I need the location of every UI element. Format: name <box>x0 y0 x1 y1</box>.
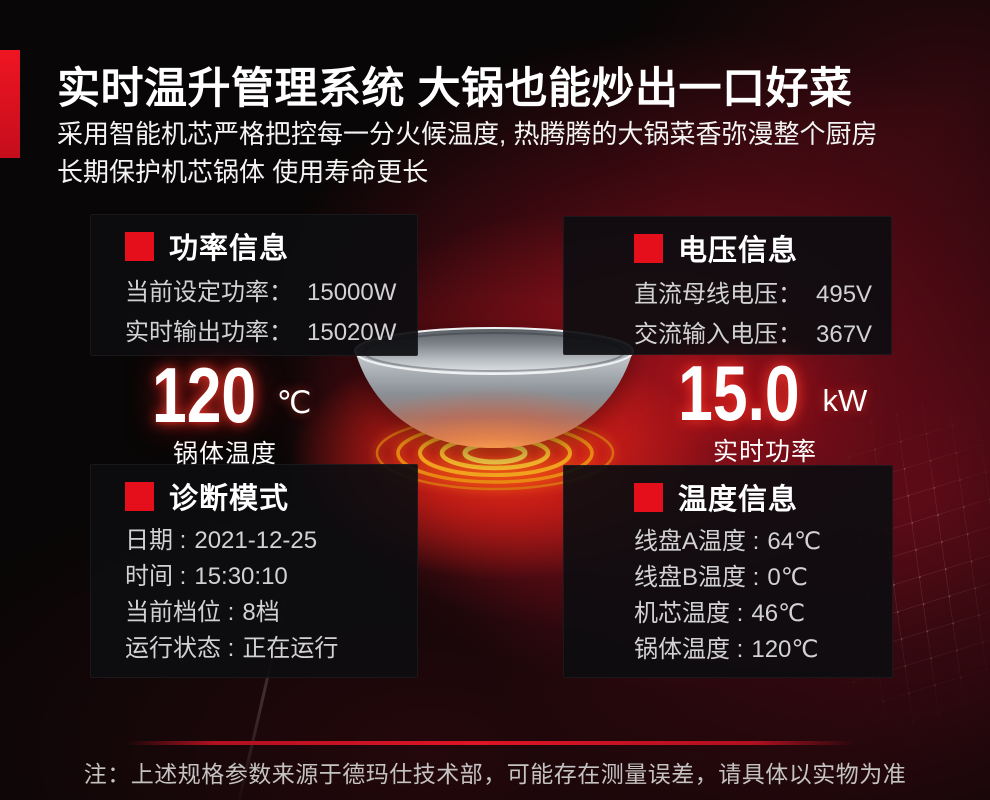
red-square-bullet-icon <box>634 482 663 512</box>
red-divider-line <box>126 741 856 745</box>
row-label: 机芯温度 : <box>634 600 744 627</box>
red-accent-bar <box>0 50 20 158</box>
voltage-row-dc: 直流母线电压： 495V <box>634 275 891 315</box>
temperature-row-coil-b: 线盘B温度 : 0℃ <box>634 560 892 596</box>
realtime-power-metric: 15.0 kW 实时功率 <box>645 349 885 468</box>
row-label: 线盘A温度 : <box>634 528 760 555</box>
wok-image <box>354 327 634 448</box>
row-value: 0℃ <box>767 564 808 591</box>
power-row-set: 当前设定功率： 15000W <box>125 273 417 313</box>
row-label: 当前档位 : <box>125 599 235 626</box>
diagnostic-row-status: 运行状态 : 正在运行 <box>125 631 417 667</box>
page-title: 实时温升管理系统 大锅也能炒出一口好菜 <box>57 65 853 113</box>
row-value: 正在运行 <box>242 635 339 662</box>
disclaimer-note: 注：上述规格参数来源于德玛仕技术部，可能存在测量误差，请具体以实物为准 <box>83 761 907 787</box>
row-value: 15:30:10 <box>194 563 288 590</box>
diagnostic-mode-title: 诊断模式 <box>169 483 290 515</box>
realtime-power-value: 15.0 <box>677 349 800 437</box>
row-label: 实时输出功率： <box>125 319 293 346</box>
row-value: 120℃ <box>751 636 819 663</box>
row-label: 线盘B温度 : <box>634 564 760 591</box>
voltage-info-panel: 电压信息 直流母线电压： 495V 交流输入电压： 367V <box>563 216 892 355</box>
row-label: 交流输入电压： <box>634 321 802 348</box>
temperature-info-title: 温度信息 <box>678 484 799 516</box>
wireframe-mesh-decoration <box>782 392 990 732</box>
row-value: 2021-12-25 <box>194 527 318 554</box>
pot-temperature-metric: 120 ℃ 锅体温度 <box>110 351 340 470</box>
temperature-row-core: 机芯温度 : 46℃ <box>634 596 892 632</box>
power-info-title: 功率信息 <box>169 233 290 265</box>
pot-temperature-unit: ℃ <box>276 385 312 420</box>
row-value: 495V <box>816 281 873 308</box>
red-square-bullet-icon <box>125 231 154 261</box>
row-value: 46℃ <box>751 600 805 627</box>
row-value: 8档 <box>242 599 280 626</box>
row-label: 直流母线电压： <box>634 281 802 308</box>
red-square-bullet-icon <box>634 233 663 263</box>
voltage-info-title: 电压信息 <box>678 235 799 267</box>
row-value: 15000W <box>307 279 397 306</box>
temperature-row-pot: 锅体温度 : 120℃ <box>634 632 892 668</box>
row-label: 日期 : <box>125 527 187 554</box>
pot-temperature-value: 120 <box>151 351 256 439</box>
row-value: 64℃ <box>767 528 821 555</box>
subtitle-line-1: 采用智能机芯严格把控每一分火候温度, 热腾腾的大锅菜香弥漫整个厨房 <box>57 119 878 149</box>
row-value: 367V <box>816 321 873 348</box>
row-label: 运行状态 : <box>125 635 235 662</box>
temperature-info-header: 温度信息 <box>634 482 892 516</box>
power-info-panel: 功率信息 当前设定功率： 15000W 实时输出功率： 15020W <box>90 214 418 356</box>
voltage-row-ac: 交流输入电压： 367V <box>634 315 891 355</box>
voltage-info-header: 电压信息 <box>634 233 891 267</box>
subtitle-line-2: 长期保护机芯锅体 使用寿命更长 <box>57 157 429 187</box>
red-square-bullet-icon <box>125 481 154 511</box>
diagnostic-row-date: 日期 : 2021-12-25 <box>125 523 417 559</box>
temperature-row-coil-a: 线盘A温度 : 64℃ <box>634 524 892 560</box>
power-info-header: 功率信息 <box>125 231 417 265</box>
pot-temperature-label: 锅体温度 <box>172 440 277 468</box>
diagnostic-row-time: 时间 : 15:30:10 <box>125 559 417 595</box>
diagnostic-mode-header: 诊断模式 <box>125 481 417 515</box>
diagnostic-row-gear: 当前档位 : 8档 <box>125 595 417 631</box>
realtime-power-unit: kW <box>822 383 868 418</box>
power-row-output: 实时输出功率： 15020W <box>125 313 417 353</box>
row-label: 时间 : <box>125 563 187 590</box>
realtime-power-label: 实时功率 <box>712 438 817 466</box>
row-label: 锅体温度 : <box>634 636 744 663</box>
diagnostic-mode-panel: 诊断模式 日期 : 2021-12-25 时间 : 15:30:10 当前档位 : 8… <box>90 464 418 678</box>
row-label: 当前设定功率： <box>125 279 293 306</box>
temperature-info-panel: 温度信息 线盘A温度 : 64℃ 线盘B温度 : 0℃ 机芯温度 : 46℃ 锅体温度… <box>563 465 893 678</box>
row-value: 15020W <box>307 319 397 346</box>
page-subtitle: 采用智能机芯严格把控每一分火候温度, 热腾腾的大锅菜香弥漫整个厨房 长期保护机芯… <box>57 115 957 191</box>
